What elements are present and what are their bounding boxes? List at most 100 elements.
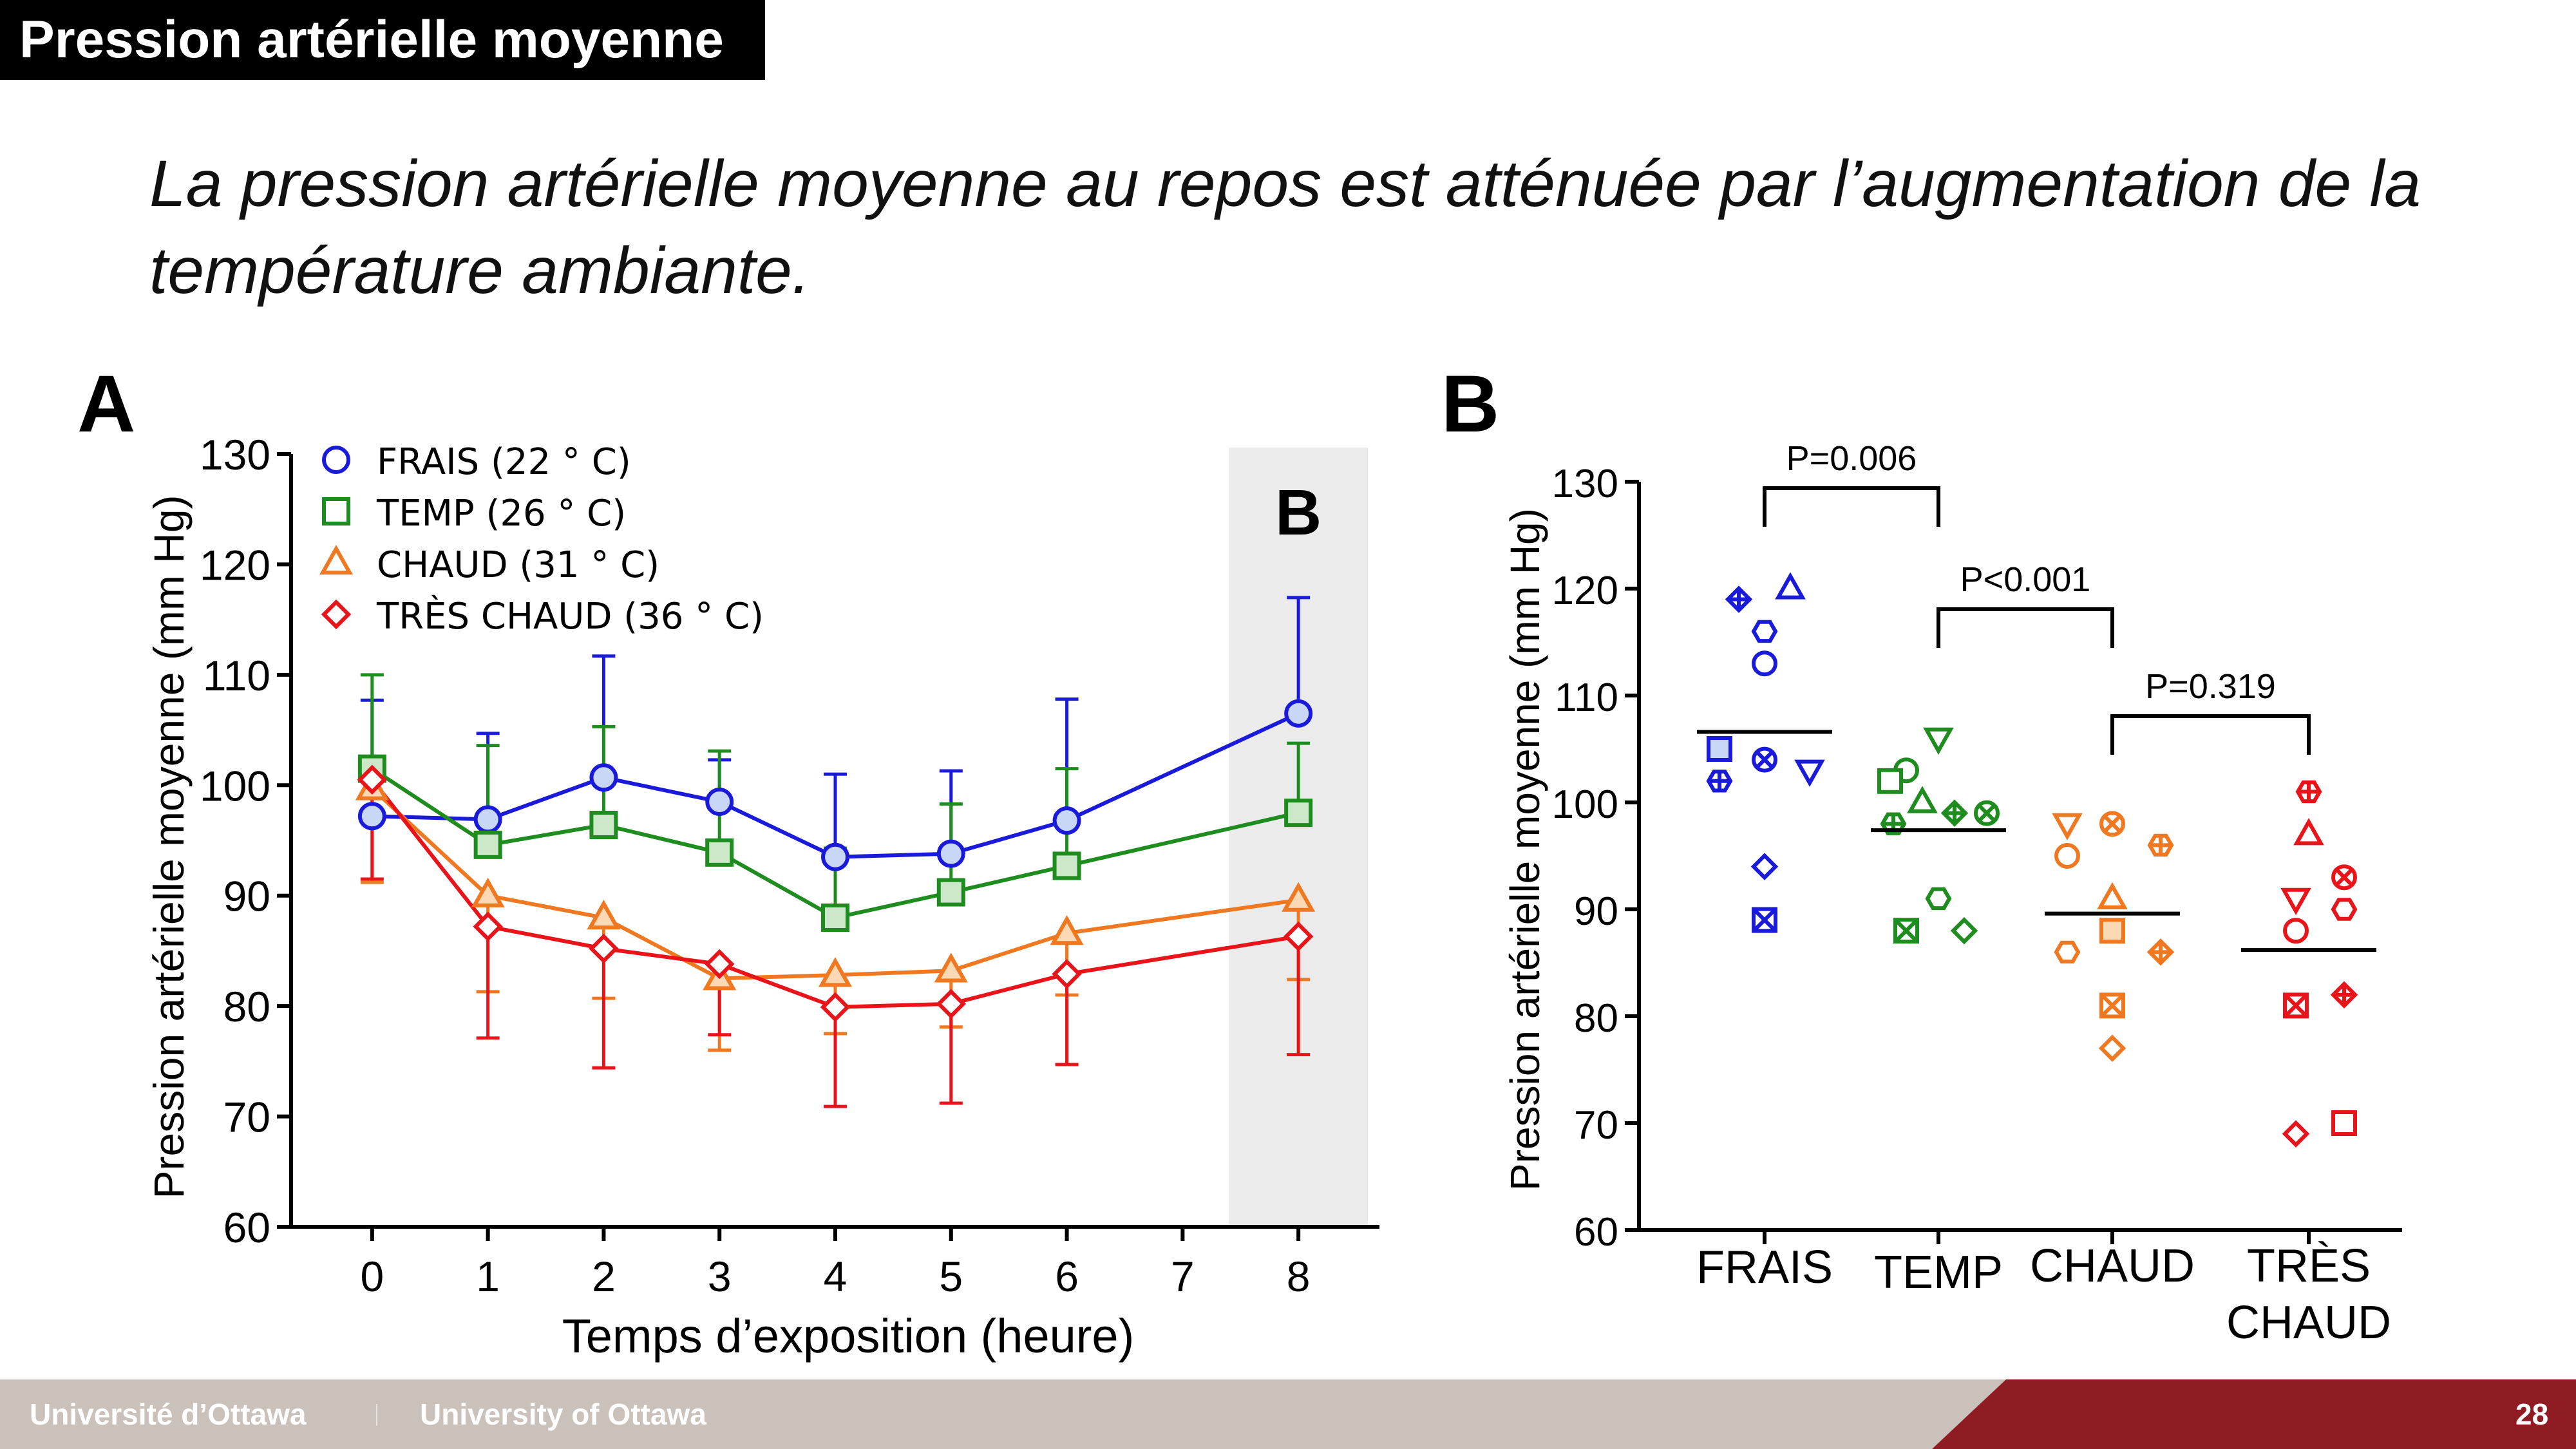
data-point-shape (1052, 806, 1081, 835)
scatter-point-shape (1750, 853, 1779, 880)
footer-separator (376, 1404, 377, 1426)
legend-marker (322, 446, 350, 474)
legend-marker-shape (321, 599, 352, 630)
scatter-point (1877, 768, 1903, 794)
scatter-point-shape (2282, 1120, 2310, 1148)
scatter-point-shape (2283, 918, 2309, 944)
y-tick-label: 90 (1574, 889, 1618, 934)
legend-label: TEMP (26 ° C) (376, 493, 626, 535)
scatter-point-cross (2150, 941, 2172, 963)
data-point-shape (1283, 921, 1314, 952)
scatter-point (2331, 864, 2357, 891)
scatter-point (2280, 887, 2311, 916)
y-tick-label: 130 (200, 431, 270, 478)
legend-marker (322, 497, 350, 526)
scatter-point-shape (1707, 736, 1732, 762)
data-point (589, 763, 618, 792)
scatter-point-cross (1893, 918, 1919, 943)
data-point-shape (473, 830, 502, 859)
data-point (1284, 699, 1313, 728)
scatter-point-cross (2298, 782, 2320, 801)
scatter-point (1752, 746, 1777, 773)
scatter-point (2295, 780, 2322, 804)
y-tick-label: 70 (223, 1094, 270, 1141)
scatter-point (1706, 770, 1733, 793)
y-tick-label: 80 (223, 983, 270, 1030)
scatter-point (2283, 918, 2309, 944)
scatter-point (2331, 1110, 2357, 1136)
scatter-point (1907, 786, 1938, 813)
scatter-point (1794, 759, 1825, 787)
y-tick-label: 120 (200, 541, 270, 589)
shaded-region-label: B (1275, 477, 1321, 549)
scatter-point (2331, 898, 2358, 921)
series-line (370, 787, 1299, 981)
footer-red-band (1932, 1379, 2576, 1449)
scatter-point (2099, 918, 2125, 944)
x-tick-label: 8 (1287, 1253, 1311, 1300)
data-point (705, 838, 734, 867)
data-point (821, 842, 849, 871)
data-point (934, 952, 968, 983)
p-value-label: P=0.006 (1786, 439, 1917, 478)
scatter-point (2146, 938, 2175, 966)
scatter-point-shape (1751, 620, 1778, 643)
data-point-shape (587, 900, 621, 930)
panel-a-letter: A (77, 359, 136, 449)
scatter-point-cross (1755, 750, 1774, 769)
data-point (704, 949, 735, 980)
data-point-shape (1052, 959, 1082, 989)
scatter-point (1751, 620, 1778, 643)
scatter-point (2099, 992, 2125, 1019)
legend-marker-shape (322, 446, 350, 474)
data-point (820, 992, 851, 1023)
series-line (371, 767, 1299, 920)
scatter-point-shape (2331, 898, 2358, 921)
scatter-point (2097, 882, 2128, 909)
data-point (589, 811, 618, 839)
scatter-point-cross (1977, 804, 1996, 822)
comparison-bracket (2110, 714, 2311, 755)
p-value-label: P=0.319 (2145, 667, 2276, 706)
scatter-point-shape (2054, 843, 2080, 869)
x-tick-label: 4 (824, 1253, 848, 1300)
category-label: TRÈS (2247, 1240, 2371, 1292)
data-point (587, 900, 621, 930)
category-label: CHAUD (2030, 1240, 2195, 1292)
panel-b-letter: B (1441, 359, 1500, 449)
scatter-point-cross (2334, 868, 2354, 887)
data-point (473, 830, 502, 859)
x-tick-label: 6 (1055, 1253, 1079, 1300)
scatter-point (1725, 585, 1753, 613)
scatter-point (1923, 727, 1954, 755)
scatter-point-shape (1907, 786, 1938, 813)
legend-marker (321, 599, 352, 630)
scatter-point (1940, 799, 1969, 827)
data-point-shape (357, 764, 388, 795)
series-line (370, 778, 1299, 1009)
legend-marker (319, 545, 354, 575)
data-point-shape (589, 811, 618, 839)
data-point (1052, 959, 1082, 989)
data-point (471, 877, 505, 907)
data-point-shape (705, 788, 734, 816)
data-point-shape (820, 992, 851, 1023)
scatter-point-shape (2054, 940, 2081, 964)
data-point-shape (1284, 699, 1313, 728)
legend-marker-shape (322, 497, 350, 526)
scatter-point-shape (1752, 650, 1777, 677)
scatter-point-cross (1752, 907, 1777, 933)
scatter-point (2054, 843, 2080, 869)
data-point (705, 788, 734, 816)
data-point (1283, 921, 1314, 952)
data-point-shape (936, 878, 965, 907)
scatter-point (2099, 811, 2125, 837)
scatter-point (1893, 918, 1919, 944)
x-tick-label: 3 (708, 1253, 732, 1300)
p-value-label: P<0.001 (1960, 560, 2091, 599)
y-tick-label: 120 (1552, 569, 1618, 613)
x-tick-label: 7 (1171, 1253, 1195, 1300)
data-point (1052, 806, 1081, 835)
